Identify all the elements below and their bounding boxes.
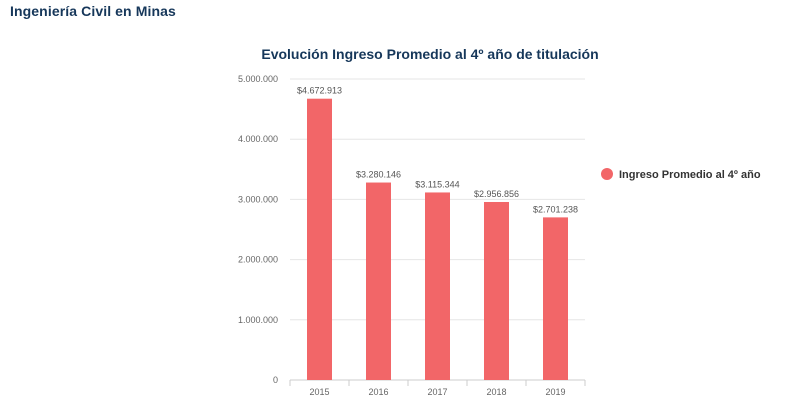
axes: 0 1.000.000 2.000.000 3.000.000 4.000.000 5.0… [238,74,586,397]
data-labels: $4.672.913 $3.280.146 $3.115.344 $2.956.856… [297,86,578,215]
data-label-2019: $2.701.238 [533,204,578,214]
bar-2015[interactable] [307,98,332,380]
data-label-2015: $4.672.913 [297,86,342,96]
bar-2017[interactable] [425,192,450,380]
data-label-2016: $3.280.146 [356,170,401,180]
x-tick-label: 2017 [427,387,447,397]
y-tick-label: 0 [273,375,278,385]
data-label-2017: $3.115.344 [415,179,459,189]
bar-2018[interactable] [484,201,509,380]
data-label-2018: $2.956.856 [474,189,519,199]
y-tick-label: 4.000.000 [238,134,278,144]
y-tick-label: 2.000.000 [238,255,278,265]
page-title: Ingeniería Civil en Minas [10,3,176,19]
x-tick-label: 2018 [486,387,506,397]
x-tick-label: 2019 [545,387,565,397]
bar-2019[interactable] [543,217,568,380]
y-tick-label: 5.000.000 [238,74,278,84]
chart-title: Evolución Ingreso Promedio al 4º año de … [261,46,598,62]
bar-2016[interactable] [366,182,391,380]
bars [307,98,568,380]
x-tick-label: 2015 [309,387,329,397]
y-tick-label: 1.000.000 [238,315,278,325]
legend-marker [601,168,613,180]
legend-label: Ingreso Promedio al 4º año [619,169,761,181]
legend[interactable]: Ingreso Promedio al 4º año [601,168,761,181]
x-tick-label: 2016 [368,387,388,397]
y-tick-label: 3.000.000 [238,194,278,204]
